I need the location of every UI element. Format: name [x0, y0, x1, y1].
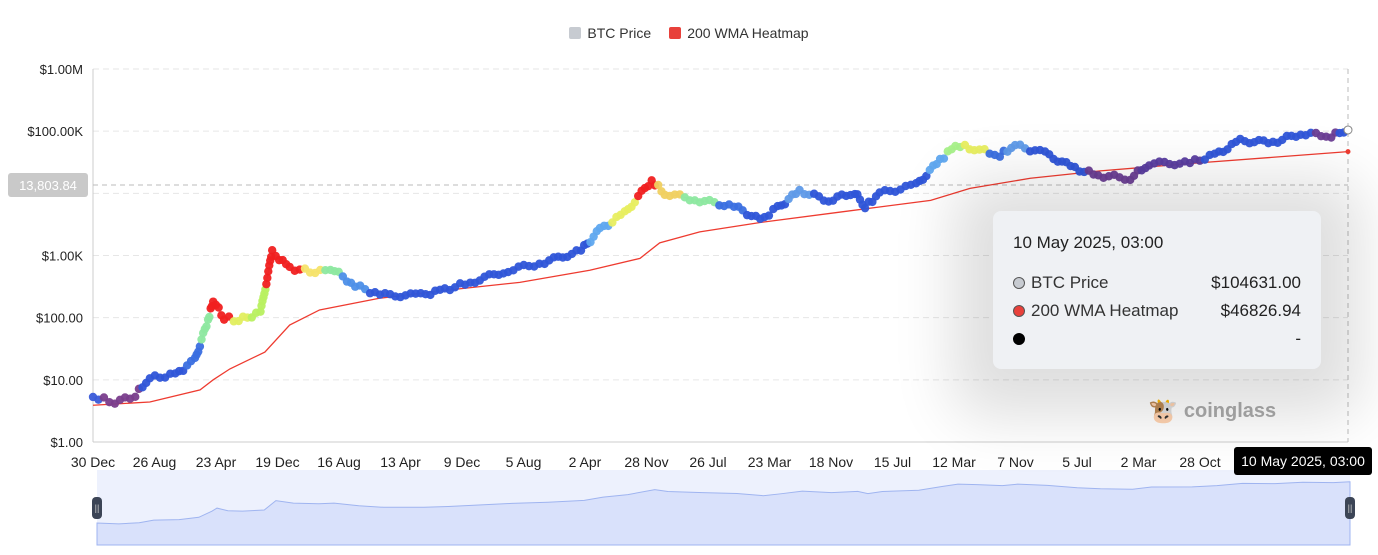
- tooltip-value: $104631.00: [1211, 273, 1301, 292]
- legend: BTC Price 200 WMA Heatmap: [0, 25, 1378, 41]
- x-tick-label: 28 Oct: [1179, 454, 1220, 470]
- tooltip: 10 May 2025, 03:00 BTC Price $104631.00 2…: [993, 211, 1321, 369]
- legend-item-wma[interactable]: 200 WMA Heatmap: [669, 25, 809, 41]
- x-tick-label: 19 Dec: [255, 454, 299, 470]
- heatmap-point: [99, 393, 109, 402]
- legend-swatch: [669, 27, 682, 39]
- x-tick-label: 30 Dec: [71, 454, 115, 470]
- x-tick-label: 7 Nov: [997, 454, 1034, 470]
- legend-label: 200 WMA Heatmap: [687, 25, 809, 41]
- coinglass-watermark: 🐮 coinglass: [1148, 397, 1276, 426]
- x-tick-label: 23 Mar: [748, 454, 792, 470]
- x-tick-label: 13 Apr: [380, 454, 421, 470]
- x-tick-label: 16 Aug: [317, 454, 361, 470]
- crosshair-y-label: 13,803.84: [8, 173, 88, 197]
- x-tick-label: 26 Jul: [689, 454, 726, 470]
- heatmap-point: [195, 342, 205, 351]
- heatmap-point: [764, 211, 774, 220]
- x-tick-label: 28 Nov: [624, 454, 668, 470]
- x-tick-label: 2 Mar: [1121, 454, 1157, 470]
- heatmap-point: [630, 198, 640, 207]
- hover-point-btc: [1343, 125, 1353, 135]
- heatmap-point: [205, 312, 214, 322]
- series-dot-icon: [1013, 277, 1025, 289]
- heatmap-point: [197, 335, 206, 344]
- bull-logo-icon: 🐮: [1148, 398, 1178, 425]
- y-tick-label: $100.00: [36, 311, 83, 326]
- y-tick-label: $1.00: [50, 435, 83, 450]
- tooltip-title: 10 May 2025, 03:00: [1013, 233, 1164, 252]
- watermark-text: coinglass: [1183, 400, 1277, 422]
- y-tick-label: $10.00: [43, 373, 83, 388]
- crosshair-x-label: 10 May 2025, 03:00: [1234, 447, 1372, 475]
- tooltip-row-btc: BTC Price $104631.00: [1013, 273, 1301, 293]
- x-tick-label: 18 Nov: [809, 454, 853, 470]
- tooltip-label: BTC Price: [1031, 273, 1109, 292]
- x-tick-label: 5 Jul: [1062, 454, 1092, 470]
- navigator-left-handle[interactable]: ||: [92, 497, 102, 519]
- heatmap-point: [263, 273, 272, 283]
- y-tick-label: $1.00M: [40, 62, 83, 77]
- legend-swatch: [569, 27, 582, 39]
- legend-label: BTC Price: [587, 25, 652, 41]
- tooltip-value: -: [1295, 329, 1301, 348]
- x-tick-label: 5 Aug: [506, 454, 542, 470]
- series-dot-icon: [1013, 305, 1025, 317]
- tooltip-value: $46826.94: [1220, 301, 1301, 320]
- navigator-right-handle[interactable]: ||: [1345, 497, 1355, 519]
- heatmap-point: [131, 392, 140, 402]
- y-tick-label: $1.00K: [42, 249, 84, 264]
- navigator-area: [96, 481, 1351, 546]
- x-tick-label: 9 Dec: [444, 454, 481, 470]
- x-tick-label: 23 Apr: [196, 454, 237, 470]
- x-tick-label: 26 Aug: [133, 454, 177, 470]
- series-dot-icon: [1013, 333, 1025, 345]
- heatmap-point: [214, 303, 223, 312]
- tooltip-label: 200 WMA Heatmap: [1031, 301, 1179, 320]
- heatmap-point: [860, 203, 870, 213]
- x-tick-label: 12 Mar: [932, 454, 976, 470]
- heatmap-point: [262, 279, 271, 289]
- legend-item-btc-price[interactable]: BTC Price: [569, 25, 651, 41]
- y-tick-label: $100.00K: [27, 124, 83, 139]
- heatmap-point: [654, 180, 663, 190]
- hover-point-wma: [1345, 149, 1351, 155]
- x-tick-label: 2 Apr: [569, 454, 602, 470]
- tooltip-row-wma: 200 WMA Heatmap $46826.94: [1013, 301, 1301, 321]
- heatmap-point: [939, 154, 949, 163]
- heatmap-point: [202, 322, 211, 331]
- x-tick-label: 15 Jul: [874, 454, 911, 470]
- wma-200-line: [92, 151, 1349, 406]
- tooltip-row-empty: -: [1013, 329, 1301, 349]
- heatmap-point: [995, 152, 1005, 161]
